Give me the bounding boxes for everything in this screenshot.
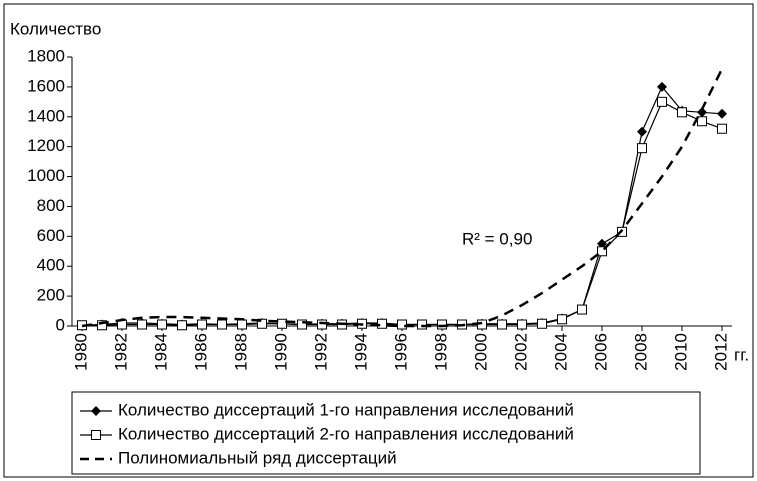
data-point xyxy=(417,319,427,330)
y-tick-label: 0 xyxy=(56,315,65,334)
legend-box xyxy=(71,391,701,475)
series-line xyxy=(81,85,723,326)
data-point xyxy=(437,319,447,330)
x-tick-label: 1992 xyxy=(311,333,330,371)
data-point xyxy=(177,320,187,331)
data-point xyxy=(537,318,547,329)
data-point xyxy=(557,314,567,325)
y-tick-label: 600 xyxy=(37,226,65,245)
y-tick-label: 1600 xyxy=(27,76,65,95)
y-tick-label: 800 xyxy=(37,196,65,215)
legend-label: Количество диссертаций 1-го направления … xyxy=(118,400,574,419)
data-point xyxy=(237,319,247,330)
x-tick-label: 2000 xyxy=(471,333,490,371)
legend-label: Количество диссертаций 2-го направления … xyxy=(118,424,574,443)
legend-label: Полиномиальный ряд диссертаций xyxy=(118,448,397,467)
x-tick-label: 2002 xyxy=(511,333,530,371)
y-tick-label: 1000 xyxy=(27,166,65,185)
data-point xyxy=(657,96,667,107)
x-tick-label: 1996 xyxy=(391,333,410,371)
series-line xyxy=(81,68,724,328)
x-tick-label: 2008 xyxy=(631,333,650,371)
data-point xyxy=(657,81,667,92)
y-tick-label: 1800 xyxy=(27,46,65,65)
x-tick-label: 1988 xyxy=(231,333,250,371)
data-point xyxy=(377,318,387,329)
x-axis-label: гг. xyxy=(734,345,749,364)
x-tick-label: 2006 xyxy=(591,333,610,371)
data-point xyxy=(637,126,647,137)
series-line xyxy=(82,101,723,326)
data-point xyxy=(597,246,607,257)
legend-marker xyxy=(91,430,101,440)
data-point xyxy=(697,107,707,118)
y-tick-label: 1400 xyxy=(27,106,65,125)
x-tick-label: 2010 xyxy=(671,333,690,371)
legend-marker xyxy=(91,406,101,416)
x-tick-label: 2004 xyxy=(551,333,570,371)
data-point xyxy=(257,318,267,329)
data-point xyxy=(397,319,407,330)
y-axis-label: Количество xyxy=(10,19,101,38)
x-tick-label: 1998 xyxy=(431,333,450,371)
data-point xyxy=(157,319,167,330)
y-tick-label: 200 xyxy=(37,286,65,305)
x-tick-label: 2012 xyxy=(711,333,730,371)
data-point xyxy=(297,319,307,330)
x-tick-label: 1982 xyxy=(111,333,130,371)
data-point xyxy=(697,116,707,127)
data-point xyxy=(717,108,727,119)
data-point xyxy=(97,320,107,331)
data-point xyxy=(577,304,587,315)
data-point xyxy=(217,319,227,330)
x-tick-label: 1986 xyxy=(191,333,210,371)
annotation: R² = 0,90 xyxy=(462,229,532,248)
x-tick-label: 1984 xyxy=(151,333,170,371)
data-point xyxy=(137,319,147,330)
frame xyxy=(3,3,754,478)
x-tick-label: 1990 xyxy=(271,333,290,371)
data-point xyxy=(497,319,507,330)
y-tick-label: 400 xyxy=(37,256,65,275)
data-point xyxy=(517,319,527,330)
x-tick-label: 1980 xyxy=(71,333,90,371)
x-tick-label: 1994 xyxy=(351,333,370,371)
y-tick-label: 1200 xyxy=(27,136,65,155)
data-point xyxy=(277,318,287,329)
data-point xyxy=(317,319,327,330)
data-point xyxy=(677,107,687,118)
data-point xyxy=(637,143,647,154)
data-point xyxy=(197,319,207,330)
data-point xyxy=(717,123,727,134)
